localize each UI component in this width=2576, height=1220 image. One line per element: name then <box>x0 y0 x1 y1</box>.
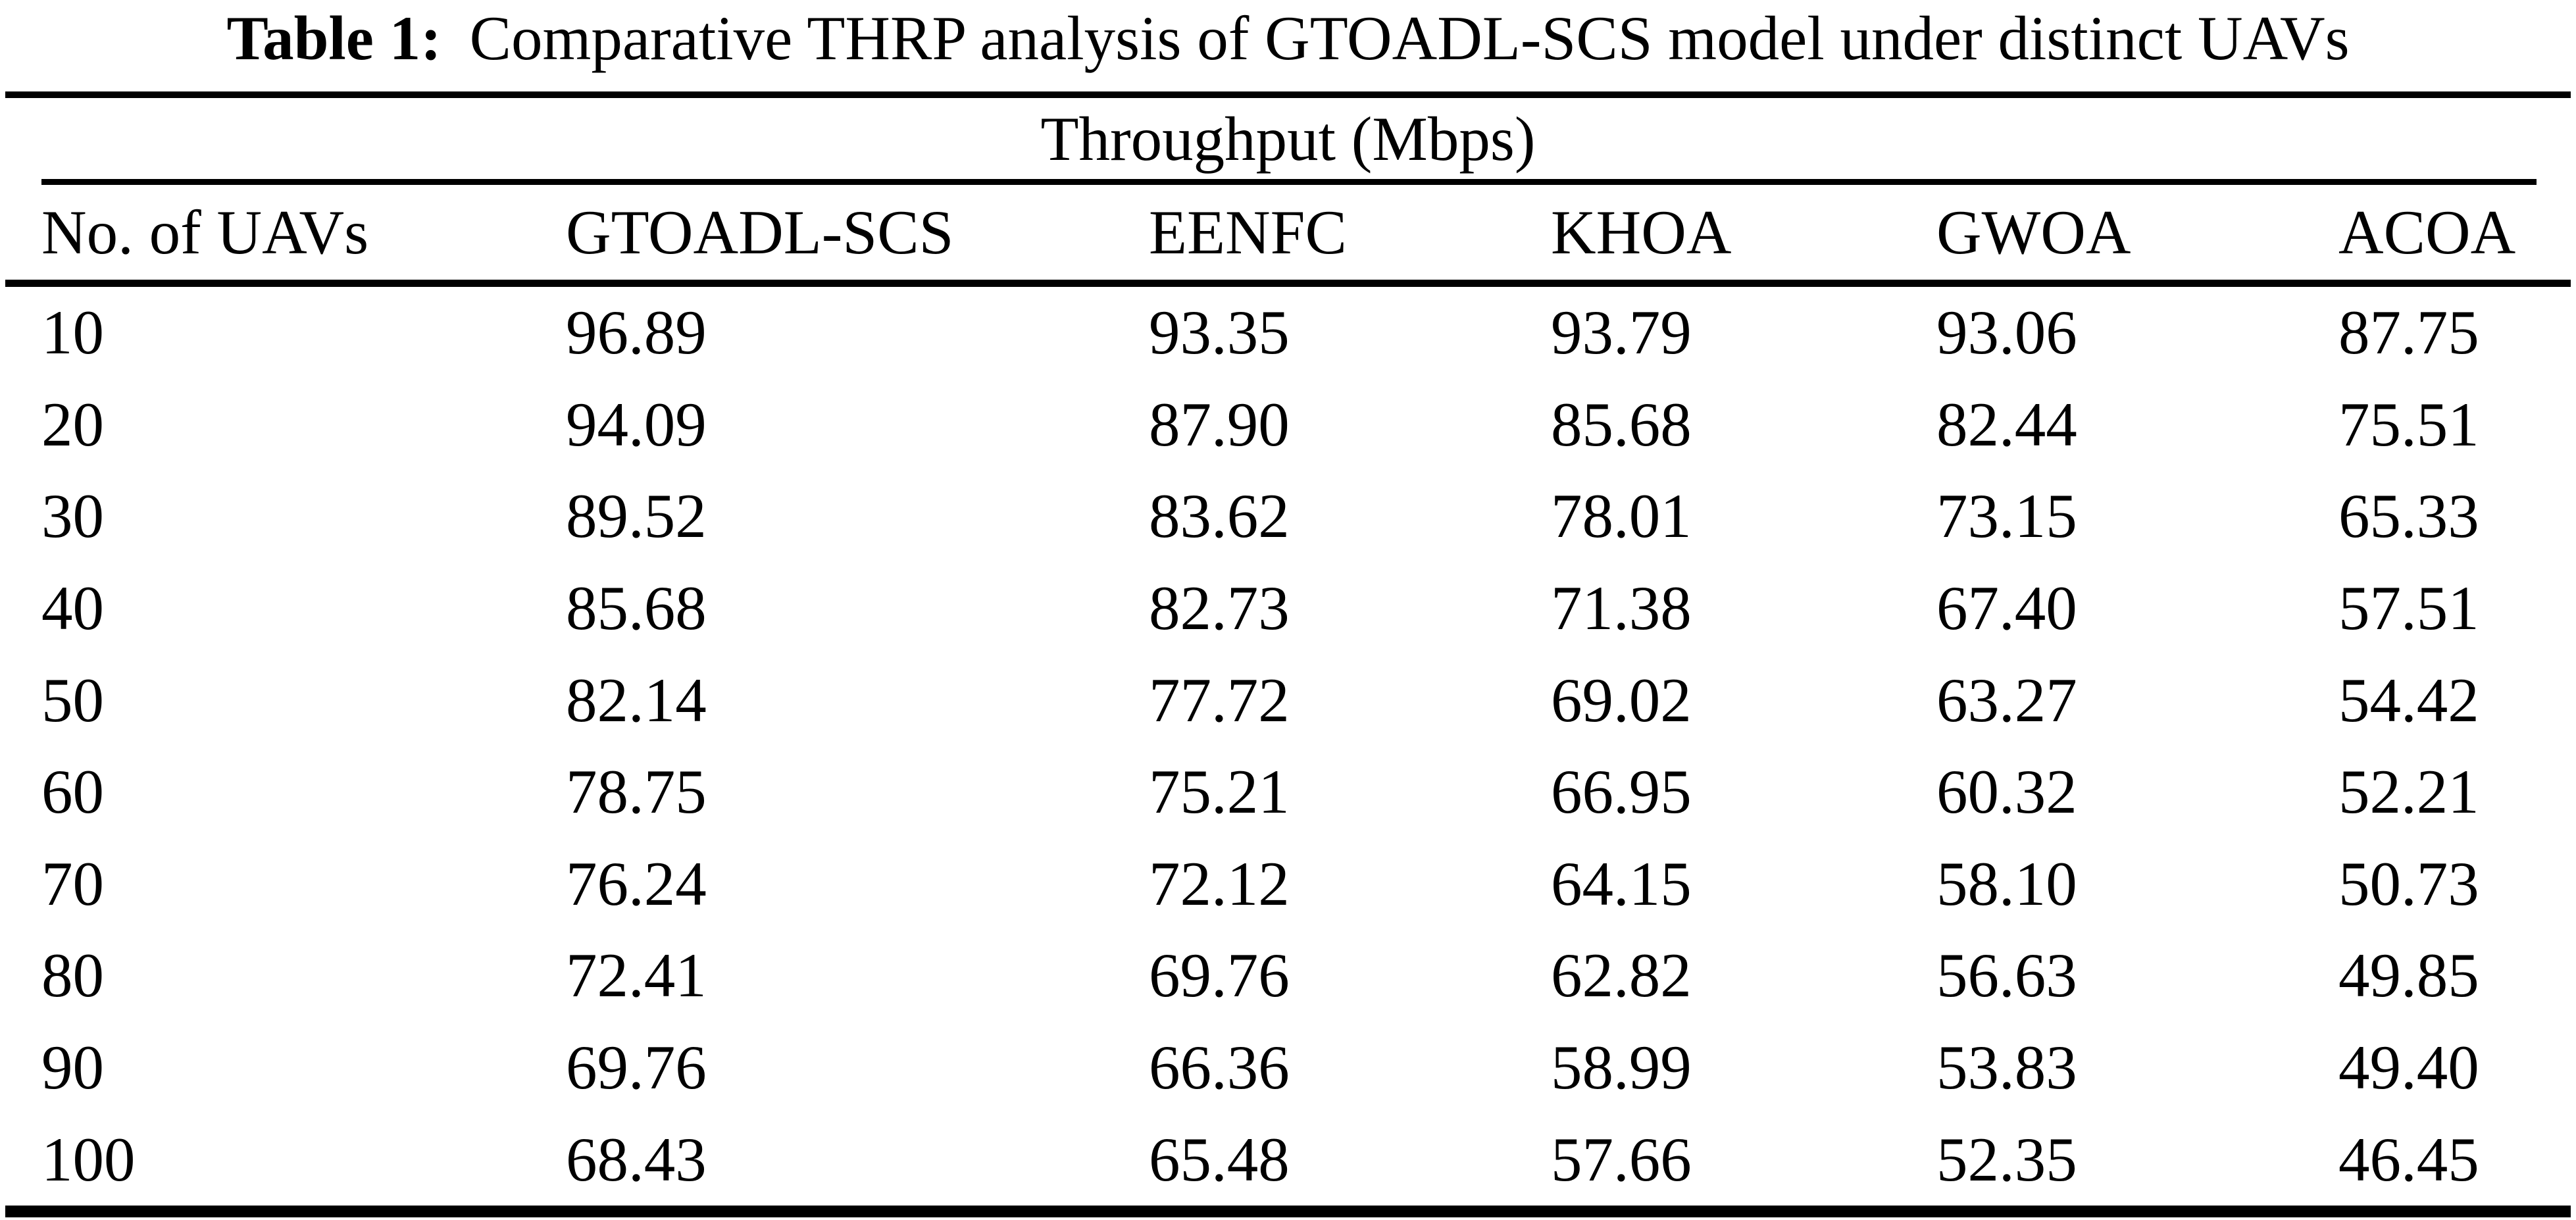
table-cell: 89.52 <box>566 481 707 551</box>
table-cell: 53.83 <box>1936 1032 2077 1103</box>
table-cell: 75.51 <box>2338 389 2479 459</box>
table-cell: 20 <box>41 389 104 459</box>
table-row: 90 69.76 66.36 58.99 53.83 49.40 <box>5 1022 2571 1114</box>
table-row: 30 89.52 83.62 78.01 73.15 65.33 <box>5 470 2571 563</box>
table-cell: 69.76 <box>566 1032 707 1103</box>
table-cell: 56.63 <box>1936 940 2077 1011</box>
table-cell: 75.21 <box>1149 757 1290 827</box>
table-cell: 80 <box>41 940 104 1011</box>
data-table: Throughput (Mbps) No. of UAVs GTOADL-SCS… <box>5 91 2571 1217</box>
table-cell: 58.10 <box>1936 848 2077 919</box>
table-cell: 58.99 <box>1551 1032 1692 1103</box>
table-cell: 49.40 <box>2338 1032 2479 1103</box>
table-cell: 66.36 <box>1149 1032 1290 1103</box>
table-cell: 49.85 <box>2338 940 2479 1011</box>
table-row: 50 82.14 77.72 69.02 63.27 54.42 <box>5 654 2571 746</box>
table-row: 10 96.89 93.35 93.79 93.06 87.75 <box>5 287 2571 379</box>
table-cell: 93.35 <box>1149 297 1290 368</box>
rule-top <box>5 91 2571 98</box>
table-cell: 94.09 <box>566 389 707 459</box>
table-cell: 52.21 <box>2338 757 2479 827</box>
table-cell: 69.76 <box>1149 940 1290 1011</box>
table-cell: 71.38 <box>1551 573 1692 644</box>
table-cell: 85.68 <box>1551 389 1692 459</box>
table-cell: 30 <box>41 481 104 551</box>
table-row: 100 68.43 65.48 57.66 52.35 46.45 <box>5 1113 2571 1206</box>
table-cell: 65.33 <box>2338 481 2479 551</box>
table-caption: Table 1: Comparative THRP analysis of GTO… <box>0 0 2576 91</box>
table-row: 80 72.41 69.76 62.82 56.63 49.85 <box>5 930 2571 1022</box>
table-cell: 57.66 <box>1551 1124 1692 1194</box>
table-cell: 78.75 <box>566 757 707 827</box>
table-cell: 40 <box>41 573 104 644</box>
table-cell: 57.51 <box>2338 573 2479 644</box>
table-cell: 87.75 <box>2338 297 2479 368</box>
table-cell: 82.73 <box>1149 573 1290 644</box>
column-header-khoa: KHOA <box>1551 197 1732 267</box>
table-cell: 83.62 <box>1149 481 1290 551</box>
table-cell: 72.41 <box>566 940 707 1011</box>
table-cell: 60 <box>41 757 104 827</box>
table-cell: 65.48 <box>1149 1124 1290 1194</box>
table-cell: 63.27 <box>1936 665 2077 735</box>
group-header-row: Throughput (Mbps) <box>5 98 2571 179</box>
column-header-uavs: No. of UAVs <box>41 197 369 267</box>
column-header-acoa: ACOA <box>2338 197 2516 267</box>
rule-under-header <box>5 280 2571 287</box>
table-cell: 68.43 <box>566 1124 707 1194</box>
column-header-eenfc: EENFC <box>1149 197 1347 267</box>
table-cell: 93.79 <box>1551 297 1692 368</box>
table-caption-text: Comparative THRP analysis of GTOADL-SCS … <box>469 3 2350 73</box>
table-cell: 72.12 <box>1149 848 1290 919</box>
table-cell: 77.72 <box>1149 665 1290 735</box>
table-row: 20 94.09 87.90 85.68 82.44 75.51 <box>5 379 2571 471</box>
header-row: No. of UAVs GTOADL-SCS EENFC KHOA GWOA A… <box>5 185 2571 280</box>
table-row: 70 76.24 72.12 64.15 58.10 50.73 <box>5 838 2571 930</box>
rule-under-group-header <box>41 179 2537 185</box>
table-cell: 87.90 <box>1149 389 1290 459</box>
table-cell: 90 <box>41 1032 104 1103</box>
table-row: 60 78.75 75.21 66.95 60.32 52.21 <box>5 746 2571 838</box>
column-header-gwoa: GWOA <box>1936 197 2131 267</box>
table-cell: 67.40 <box>1936 573 2077 644</box>
table-cell: 93.06 <box>1936 297 2077 368</box>
table-cell: 50.73 <box>2338 848 2479 919</box>
table-cell: 52.35 <box>1936 1124 2077 1194</box>
table-cell: 60.32 <box>1936 757 2077 827</box>
table-cell: 96.89 <box>566 297 707 368</box>
table-cell: 10 <box>41 297 104 368</box>
table-cell: 62.82 <box>1551 940 1692 1011</box>
group-header-text: Throughput (Mbps) <box>1040 103 1536 174</box>
table-cell: 73.15 <box>1936 481 2077 551</box>
table-cell: 85.68 <box>566 573 707 644</box>
table-cell: 82.44 <box>1936 389 2077 459</box>
table-cell: 78.01 <box>1551 481 1692 551</box>
table-cell: 100 <box>41 1124 136 1194</box>
table-cell: 70 <box>41 848 104 919</box>
table-row: 40 85.68 82.73 71.38 67.40 57.51 <box>5 563 2571 655</box>
table-cell: 50 <box>41 665 104 735</box>
column-header-gtoadl-scs: GTOADL-SCS <box>566 197 954 267</box>
rule-bottom <box>5 1206 2571 1217</box>
table-cell: 66.95 <box>1551 757 1692 827</box>
table-cell: 46.45 <box>2338 1124 2479 1194</box>
table-cell: 64.15 <box>1551 848 1692 919</box>
table-cell: 82.14 <box>566 665 707 735</box>
table-cell: 69.02 <box>1551 665 1692 735</box>
table-caption-label: Table 1: <box>226 3 442 73</box>
table-cell: 54.42 <box>2338 665 2479 735</box>
table-body: 10 96.89 93.35 93.79 93.06 87.75 20 94.09 87.90 8… <box>5 287 2571 1206</box>
table-cell: 76.24 <box>566 848 707 919</box>
